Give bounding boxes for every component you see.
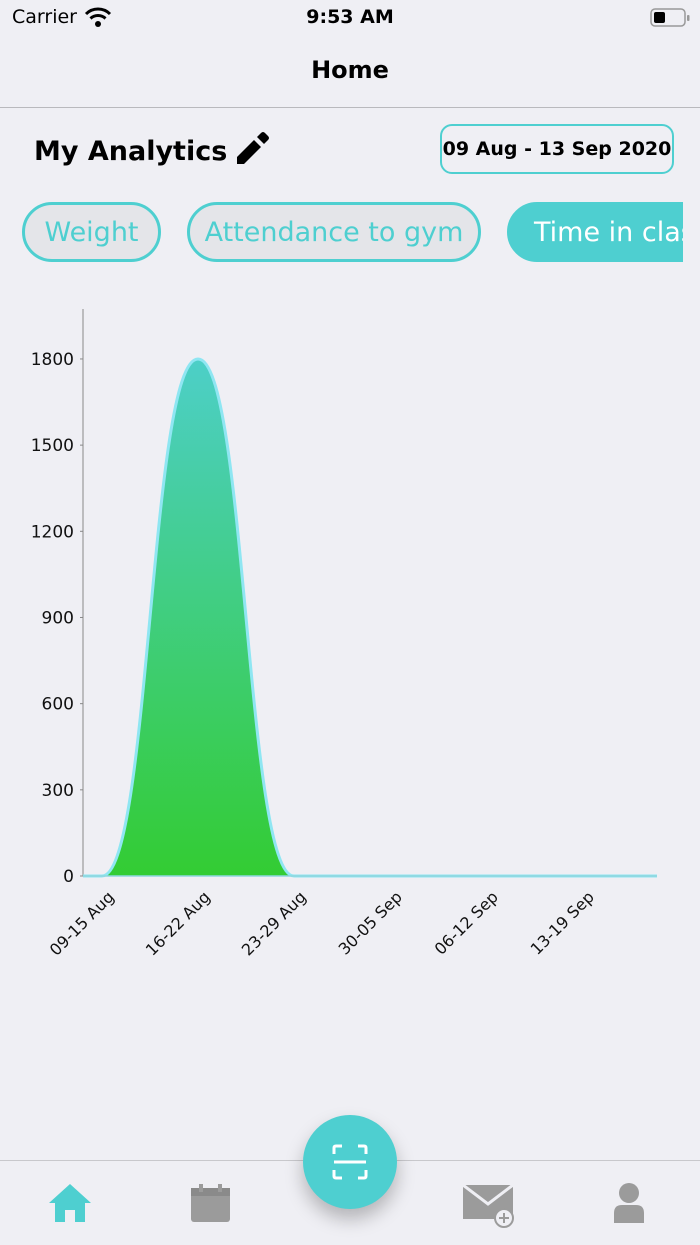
y-tick-label: 1500 (31, 436, 74, 456)
divider (0, 107, 700, 108)
header-title: Home (311, 56, 389, 84)
mail-icon[interactable] (462, 1184, 516, 1228)
battery-icon (650, 8, 690, 27)
y-tick-label: 900 (42, 608, 74, 628)
home-icon[interactable] (48, 1182, 92, 1224)
clock: 9:53 AM (306, 6, 394, 28)
date-range[interactable]: 09 Aug - 13 Sep 2020 (440, 124, 674, 174)
carrier: Carrier (12, 6, 77, 28)
x-tick-label: 13-19 Sep (527, 887, 598, 958)
scan-icon (332, 1144, 368, 1180)
y-tick-label: 0 (63, 867, 74, 887)
edit-icon[interactable] (234, 131, 270, 167)
tab[interactable]: Attendance to gym (187, 202, 481, 262)
y-tick-label: 1200 (31, 522, 74, 542)
tab[interactable]: Time in class (507, 202, 683, 262)
y-tick-label: 300 (42, 781, 74, 801)
x-tick-label: 06-12 Sep (431, 887, 502, 958)
y-tick-label: 600 (42, 695, 74, 715)
x-tick-label: 16-22 Aug (142, 887, 214, 959)
x-tick-label: 23-29 Aug (238, 887, 310, 959)
x-tick-label: 30-05 Sep (335, 887, 406, 958)
tab-strip: Weight Attendance to gym Time in class (0, 202, 683, 264)
x-tick-label: 09-15 Aug (46, 887, 118, 959)
chart: 0 300 600 900 1200 1500 1800 09-15 Aug 16-22 Aug… (31, 309, 657, 959)
area-fill (83, 358, 657, 876)
profile-icon[interactable] (612, 1182, 646, 1224)
analytics-title: My Analytics (34, 136, 228, 167)
tab[interactable]: Weight (22, 202, 161, 262)
y-tick-label: 1800 (31, 350, 74, 370)
wifi-icon (84, 7, 112, 27)
calendar-icon[interactable] (190, 1183, 232, 1223)
